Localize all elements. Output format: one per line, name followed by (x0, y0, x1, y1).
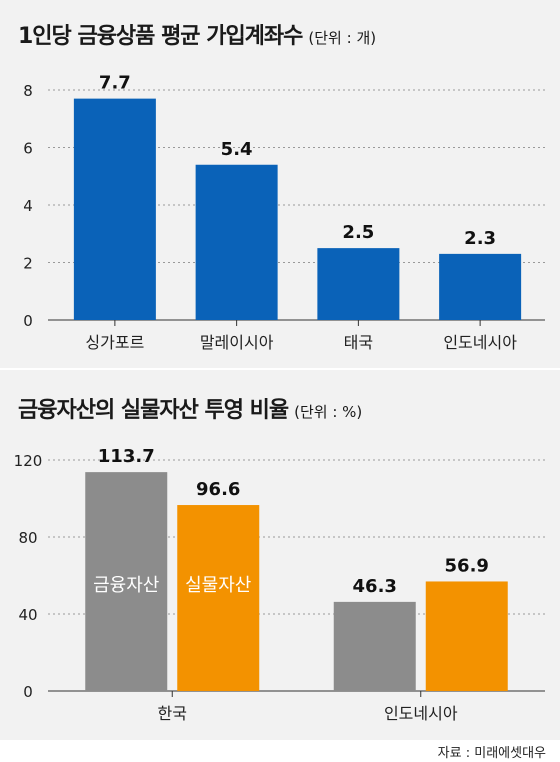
series-label: 금융자산 (93, 575, 159, 596)
data-label: 113.7 (98, 446, 155, 467)
bar (333, 601, 416, 691)
y-tick-label: 8 (23, 82, 33, 100)
bar (195, 164, 278, 320)
x-tick-label: 싱가포르 (85, 333, 144, 352)
y-tick-label: 6 (23, 140, 33, 158)
data-label: 2.5 (342, 222, 374, 243)
x-tick-label: 한국 (158, 704, 187, 723)
chart-panel-accounts: 1인당 금융상품 평균 가입계좌수 (단위 : 개) 0 2 4 6 8 7.7 싱가포르 5.… (0, 0, 560, 370)
chart-title-text: 1인당 금융상품 평균 가입계좌수 (18, 24, 303, 49)
y-tick-label: 120 (14, 452, 43, 470)
chart-title-text: 금융자산의 실물자산 투영 비율 (18, 398, 289, 423)
y-tick-label: 2 (23, 255, 33, 273)
data-label: 5.4 (221, 139, 253, 160)
x-tick-label: 인도네시아 (443, 333, 517, 352)
data-label: 56.9 (445, 555, 489, 576)
y-tick-label: 80 (18, 529, 37, 547)
chart-unit-label: (단위 : 개) (308, 29, 377, 47)
bar (317, 248, 400, 320)
y-tick-label: 4 (23, 197, 33, 215)
data-label: 2.3 (464, 228, 496, 249)
series-label: 실물자산 (185, 575, 251, 596)
bar-chart-accounts: 0 2 4 6 8 7.7 싱가포르 5.4 말레이시아 2.5 태국 2.3 인도네시아 (23, 73, 545, 352)
bar (73, 98, 156, 320)
data-label: 46.3 (353, 576, 397, 597)
x-tick-label: 인도네시아 (384, 704, 458, 723)
y-tick-label: 0 (23, 683, 33, 701)
bar (425, 581, 508, 691)
source-note: 자료 : 미래에셋대우 (437, 746, 546, 761)
y-tick-label: 0 (23, 312, 33, 330)
data-label: 96.6 (196, 479, 240, 500)
x-tick-label: 말레이시아 (200, 333, 274, 352)
bar (177, 505, 260, 691)
bar (85, 472, 168, 691)
chart-unit-label: (단위 : %) (294, 403, 363, 421)
chart-title-accounts: 1인당 금융상품 평균 가입계좌수 (단위 : 개) (18, 18, 376, 50)
chart-title-asset-ratio: 금융자산의 실물자산 투영 비율 (단위 : %) (18, 392, 362, 424)
data-label: 7.7 (99, 73, 131, 94)
bar (439, 253, 522, 320)
x-tick-label: 태국 (344, 333, 373, 352)
y-tick-label: 40 (18, 606, 37, 624)
